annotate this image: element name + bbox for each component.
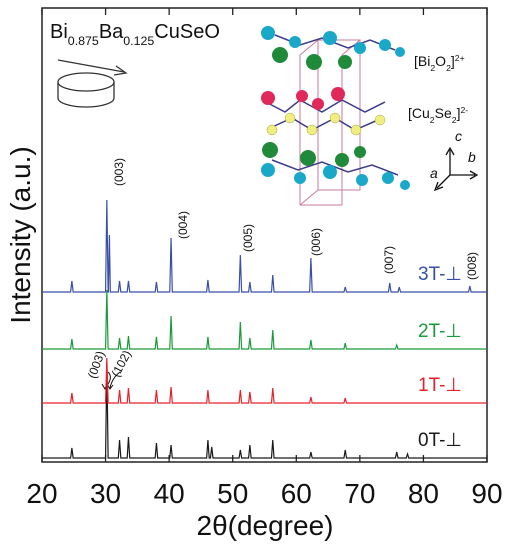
- peak-label: (005): [241, 224, 255, 252]
- series-label: 1T-⊥: [418, 375, 462, 396]
- series-label: 2T-⊥: [418, 321, 462, 342]
- formula-part: CuSeO: [154, 21, 220, 43]
- crystal-structure: [261, 26, 479, 206]
- x-tick-label: 70: [344, 478, 375, 509]
- x-tick-label: 50: [217, 478, 248, 509]
- peak-label: (006): [309, 228, 323, 256]
- peak-label: (008): [465, 252, 479, 280]
- layer-label: [Cu2Se2]2-: [408, 105, 468, 125]
- axis-letter: b: [468, 149, 476, 165]
- series-label: 0T-⊥: [418, 430, 462, 451]
- x-tick-label: 60: [281, 478, 312, 509]
- sample-icon: [57, 59, 128, 108]
- layer-label-part: 2: [430, 63, 435, 73]
- peak-label: (102): [109, 348, 135, 379]
- layer-label-part: 2: [452, 115, 457, 125]
- peak-label: (004): [176, 211, 190, 239]
- xrd-pattern: [42, 199, 487, 293]
- y-axis-label: Intensity (a.u.): [5, 146, 36, 323]
- layer-label-part: Se: [435, 105, 452, 121]
- layer-label-part: 2: [446, 63, 451, 73]
- layer-label-part: [Cu: [408, 105, 430, 121]
- formula-part: Ba: [99, 21, 124, 43]
- x-tick-label: 40: [154, 478, 185, 509]
- x-tick-label: 80: [408, 478, 439, 509]
- peak-label: (007): [382, 246, 396, 274]
- peak-label: (003): [112, 158, 126, 186]
- layer-label-part: O: [435, 53, 446, 69]
- xrd-pattern: [42, 357, 487, 404]
- xrd-pattern: [42, 361, 487, 459]
- series-label: 3T-⊥: [418, 264, 462, 285]
- formula: Bi0.875Ba0.125CuSeO: [50, 21, 220, 48]
- axis-letter: c: [455, 128, 462, 144]
- xrd-pattern: [42, 289, 487, 350]
- x-axis-label: 2θ(degree): [197, 510, 334, 541]
- layer-label-part: ]: [451, 53, 455, 69]
- layer-label-part: ]: [457, 105, 461, 121]
- layer-label-part: 2: [430, 115, 435, 125]
- formula-part: 0.125: [123, 34, 154, 48]
- axis-letter: a: [430, 165, 438, 181]
- layer-label-part: 2+: [455, 53, 465, 63]
- x-tick-label: 30: [90, 478, 121, 509]
- formula-part: 0.875: [68, 34, 99, 48]
- layer-label-part: [Bi: [414, 53, 430, 69]
- plot-frame: [41, 7, 488, 463]
- x-tick-label: 90: [471, 478, 502, 509]
- peak-label: (003): [85, 349, 108, 380]
- layer-label: [Bi2O2]2+: [414, 53, 465, 73]
- layer-label-part: 2-: [460, 105, 468, 115]
- x-tick-label: 20: [26, 478, 57, 509]
- formula-part: Bi: [50, 21, 68, 43]
